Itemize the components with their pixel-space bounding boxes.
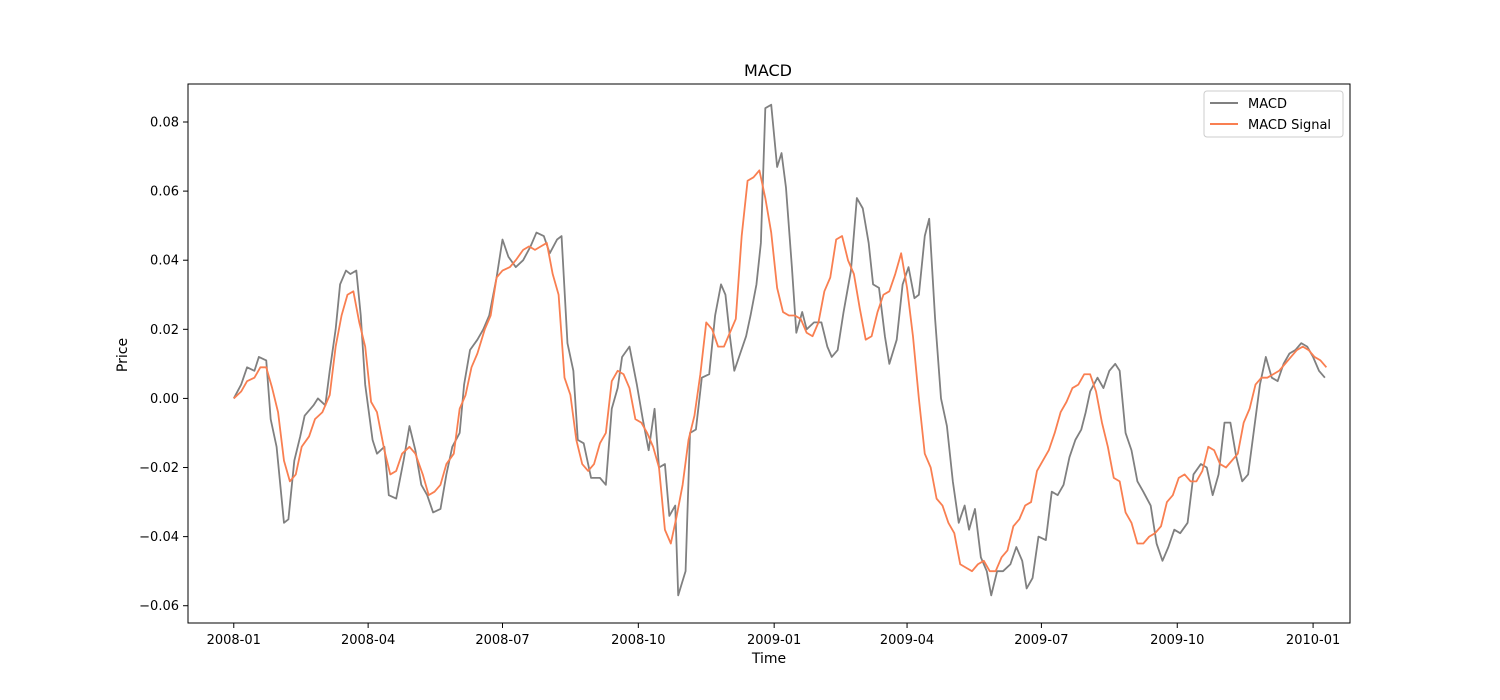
x-tick-label: 2009-07 — [1014, 633, 1068, 648]
y-tick-label: 0.04 — [150, 254, 179, 269]
y-tick-label: −0.04 — [139, 530, 179, 545]
x-axis: 2008-01 2008-04 2008-07 2008-10 2009-01 2009-… — [207, 623, 1340, 648]
series-line-macd — [232, 103, 1326, 597]
y-tick-label: 0.08 — [150, 116, 179, 131]
legend-label: MACD — [1248, 97, 1287, 112]
y-tick-label: −0.06 — [139, 599, 179, 614]
y-tick-label: 0.06 — [150, 185, 179, 200]
y-axis-title: Price — [115, 338, 131, 372]
x-tick-label: 2008-10 — [611, 633, 665, 648]
plot-lines — [232, 103, 1328, 597]
x-tick-label: 2008-07 — [475, 633, 529, 648]
legend: MACD MACD Signal — [1203, 90, 1344, 138]
legend-box — [1203, 90, 1344, 138]
y-axis: −0.06 −0.04 −0.02 0.00 0.02 0.04 0.06 0.08 — [139, 116, 188, 614]
y-tick-label: 0.00 — [150, 392, 179, 407]
x-axis-title: Time — [751, 651, 786, 667]
x-tick-label: 2009-01 — [747, 633, 801, 648]
x-tick-label: 2009-04 — [880, 633, 934, 648]
y-tick-label: 0.02 — [150, 323, 179, 338]
y-tick-label: −0.02 — [139, 461, 179, 476]
legend-label: MACD Signal — [1248, 118, 1331, 133]
x-tick-label: 2009-10 — [1150, 633, 1204, 648]
chart-title: MACD — [744, 61, 792, 80]
x-tick-label: 2008-01 — [207, 633, 261, 648]
series-line-macd-signal — [233, 169, 1328, 573]
x-tick-label: 2008-04 — [341, 633, 395, 648]
plot-frame — [187, 83, 1351, 624]
x-tick-label: 2010-01 — [1286, 633, 1340, 648]
